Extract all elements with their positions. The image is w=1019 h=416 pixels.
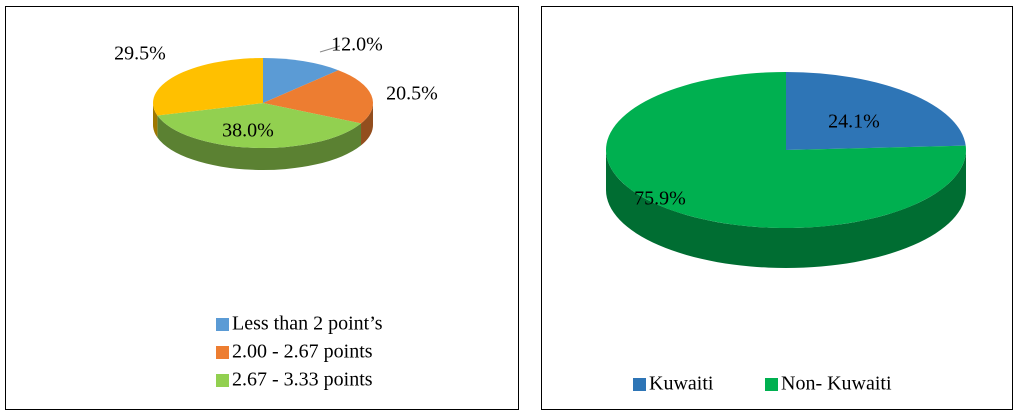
slice-side [361,103,373,146]
legend-swatch [216,374,229,387]
legend-swatch [765,378,778,391]
legend-label: Less than 2 point’s [232,313,383,335]
data-label: 24.1% [828,111,880,133]
slice [153,58,263,116]
legend-label: Kuwaiti [649,373,714,395]
slice-side [157,115,362,170]
legend-swatch [216,346,229,359]
slice-side [153,103,158,138]
data-label: 20.5% [386,83,438,105]
legend-swatch [216,318,229,331]
slice [605,72,966,228]
slice [157,103,362,148]
data-label: 29.5% [114,43,166,65]
slice [263,70,373,124]
legend-label: 2.00 - 2.67 points [232,341,373,363]
data-label: 12.0% [331,34,383,56]
legend-swatch [633,378,646,391]
slice-side [606,150,966,268]
data-label: 38.0% [222,120,274,142]
legend-label: Non- Kuwaiti [781,373,892,395]
leader-line [319,45,341,53]
slice [263,58,339,103]
slice [786,72,966,150]
data-label: 75.9% [634,188,686,210]
legend-label: 2.67 - 3.33 points [232,369,373,391]
